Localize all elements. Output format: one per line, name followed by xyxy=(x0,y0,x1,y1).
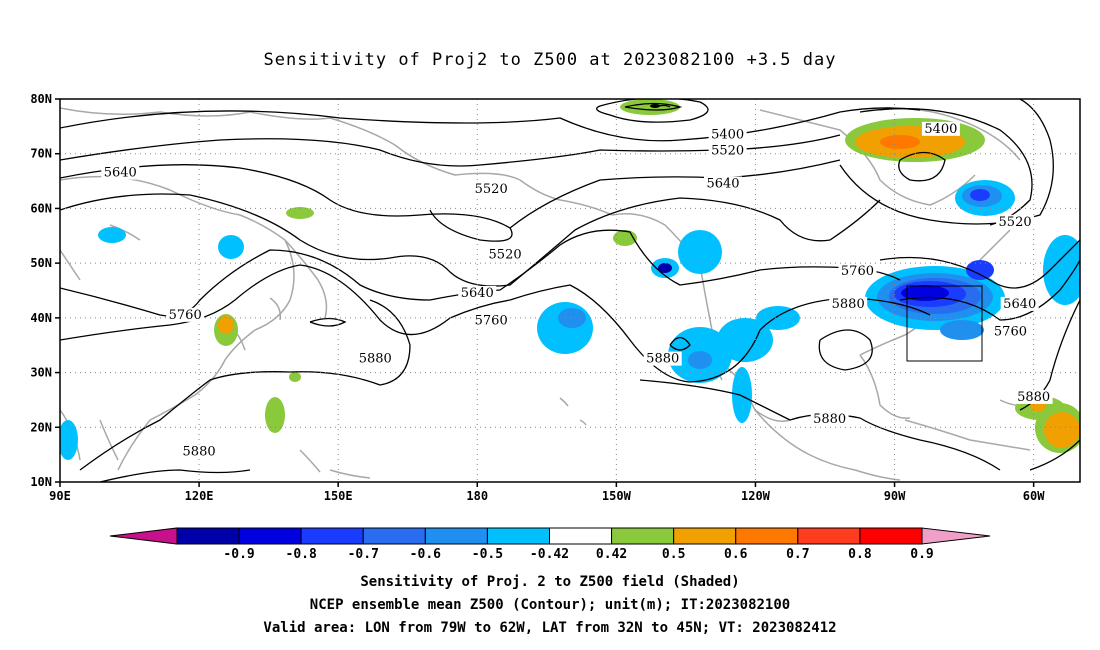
contour-label-bg xyxy=(704,176,742,191)
colorbar-swatch xyxy=(673,527,737,545)
lon-label: 180 xyxy=(466,489,488,503)
colorbar-label: -0.7 xyxy=(348,547,379,562)
lon-label: 150W xyxy=(602,489,632,503)
colorbar-swatch xyxy=(176,527,240,545)
contour-label-bg xyxy=(101,165,140,180)
colorbar-min-triangle xyxy=(109,527,178,545)
colorbar-swatch xyxy=(859,527,923,545)
lat-label: 10N xyxy=(30,475,52,489)
colorbar-swatch xyxy=(238,527,302,545)
footer-line-1: Sensitivity of Proj. 2 to Z500 field (Sh… xyxy=(360,574,740,590)
colorbar-label: -0.6 xyxy=(410,547,441,562)
contour-label-bg xyxy=(829,296,868,311)
lon-label: 60W xyxy=(1023,489,1045,503)
lat-label: 50N xyxy=(30,256,52,270)
contour-label: 5640 xyxy=(104,166,137,181)
contour-label: 5520 xyxy=(475,182,508,197)
contour-label: 5400 xyxy=(924,122,957,137)
colorbar-swatch xyxy=(797,527,861,545)
contour-label: 5880 xyxy=(183,445,216,460)
colorbar-label: 0.7 xyxy=(786,547,809,562)
colorbar-label: 0.5 xyxy=(662,547,685,562)
colorbar-max-triangle xyxy=(921,527,991,545)
contour-label: 5880 xyxy=(359,352,392,367)
contour-label-bg xyxy=(472,182,511,197)
colorbar-swatch xyxy=(362,527,426,545)
lon-label: 120W xyxy=(741,489,771,503)
colorbar: -0.9 -0.8 -0.7 -0.6 -0.5 -0.42 0.42 0.5 0.6 0.7 0.… xyxy=(109,527,991,562)
lat-label: 60N xyxy=(30,201,52,215)
contour-label: 5400 xyxy=(711,127,744,142)
contour-label-bg xyxy=(810,411,849,426)
contour-label-bg xyxy=(166,307,205,322)
colorbar-label: -0.8 xyxy=(286,547,317,562)
contour-label-bg xyxy=(838,264,877,279)
lon-label: 120E xyxy=(185,489,214,503)
contour-label-bg xyxy=(356,351,395,366)
contour-label: 5760 xyxy=(841,264,874,279)
sensitivity-shading xyxy=(60,99,1080,460)
lat-label: 80N xyxy=(30,92,52,106)
plot-frame xyxy=(59,98,1081,483)
lon-label: 150E xyxy=(324,489,353,503)
grid-lines xyxy=(60,99,1080,482)
colorbar-label: 0.6 xyxy=(724,547,748,562)
colorbar-label: 0.42 xyxy=(596,547,627,562)
contour-label: 5520 xyxy=(711,144,744,159)
contour-label-bg xyxy=(458,285,497,300)
colorbar-swatch xyxy=(486,527,550,545)
contour-label: 5760 xyxy=(169,308,202,323)
contour-label-bg xyxy=(1000,296,1039,311)
contour-label: 5640 xyxy=(461,286,494,301)
lat-label: 70N xyxy=(30,147,52,161)
map-title: Sensitivity of Proj2 to Z500 at 20230821… xyxy=(263,50,837,70)
contour-label: 5640 xyxy=(706,177,739,192)
lat-label: 30N xyxy=(30,366,52,380)
contour-label-bg xyxy=(921,121,960,136)
colorbar-label: 0.9 xyxy=(910,547,933,562)
footer-line-2: NCEP ensemble mean Z500 (Contour); unit(… xyxy=(309,597,791,613)
lat-label: 40N xyxy=(30,311,52,325)
contour-label-bg xyxy=(180,444,219,459)
footer-line-3: Valid area: LON from 79W to 62W, LAT fro… xyxy=(263,620,837,636)
valid-area-box xyxy=(906,285,983,362)
contour-label-bg xyxy=(708,127,747,142)
contour-label-bg xyxy=(996,214,1035,229)
contour-labels: 5640 5520 5400 5520 5640 5520 5640 5760 5760 5880… xyxy=(101,121,1053,460)
contour-label-bg xyxy=(472,313,511,328)
colorbar-label: -0.42 xyxy=(530,547,569,562)
contour-label-bg xyxy=(708,143,747,158)
colorbar-label: -0.9 xyxy=(223,547,254,562)
contour-label-bg xyxy=(643,351,682,366)
contour-label-bg xyxy=(991,324,1030,339)
contour-label-bg xyxy=(486,247,525,262)
contour-label: 5520 xyxy=(999,215,1032,230)
contour-label: 5880 xyxy=(1017,390,1050,405)
lat-label: 20N xyxy=(30,420,52,434)
colorbar-label: 0.8 xyxy=(848,547,872,562)
colorbar-swatch xyxy=(611,527,675,545)
lon-label: 90E xyxy=(49,489,71,503)
colorbar-swatch xyxy=(549,527,613,545)
contour-label: 5520 xyxy=(489,248,522,263)
contour-label-bg xyxy=(1014,389,1053,404)
colorbar-label: -0.5 xyxy=(472,547,503,562)
contour-label: 5640 xyxy=(1003,297,1036,312)
contour-label: 5880 xyxy=(813,412,846,427)
contour-label: 5880 xyxy=(646,352,679,367)
colorbar-swatch xyxy=(300,527,364,545)
contour-label: 5760 xyxy=(994,324,1027,339)
contour-label: 5880 xyxy=(832,297,865,312)
colorbar-swatch xyxy=(424,527,488,545)
colorbar-swatch xyxy=(735,527,799,545)
lon-label: 90W xyxy=(884,489,906,503)
contour-label: 5760 xyxy=(475,313,508,328)
